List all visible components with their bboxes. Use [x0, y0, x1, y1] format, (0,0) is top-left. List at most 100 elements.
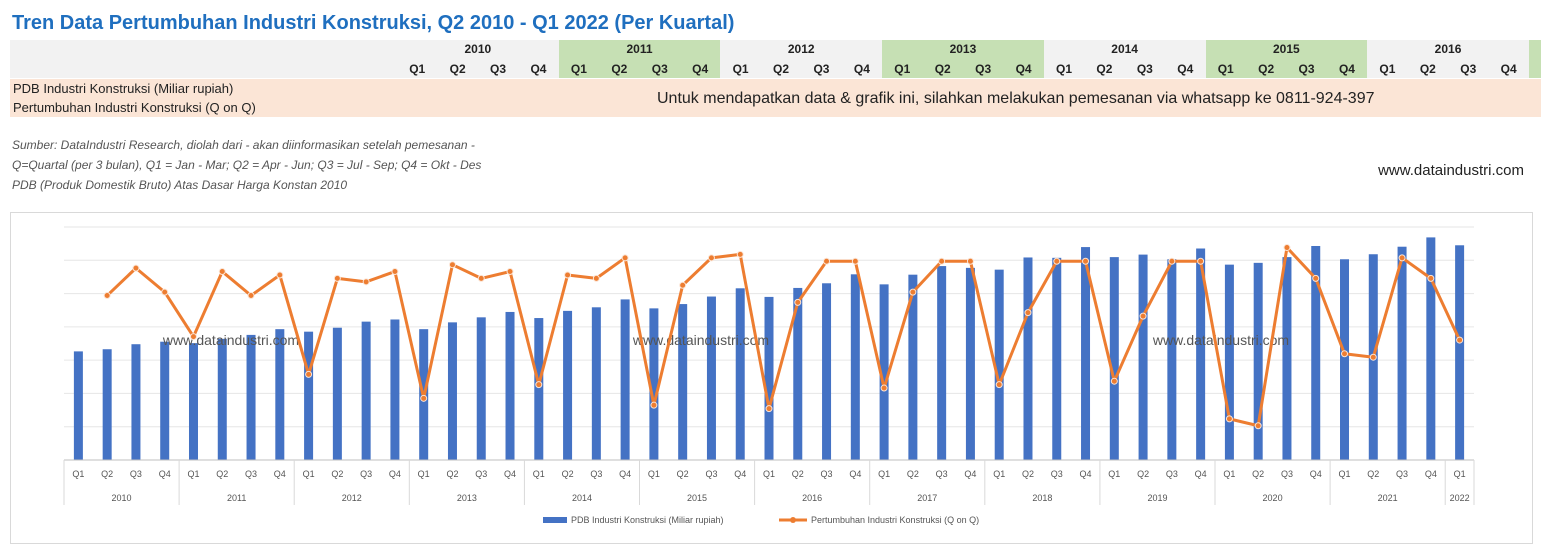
growth-point — [189, 333, 197, 341]
x-tick-label: Q3 — [1281, 469, 1293, 479]
x-tick-label: Q4 — [1310, 469, 1322, 479]
growth-point — [1082, 257, 1090, 265]
growth-point — [564, 271, 572, 279]
bar — [1167, 259, 1177, 460]
growth-point — [420, 394, 428, 402]
growth-point — [1398, 254, 1406, 262]
data-rows-panel: PDB Industri Konstruksi (Miliar rupiah) … — [10, 79, 1541, 117]
bar — [1282, 257, 1292, 460]
x-tick-label: Q1 — [1108, 469, 1120, 479]
year-group-label: 2014 — [572, 493, 592, 503]
bar — [217, 338, 227, 460]
watermark-text: www.dataindustri.com — [632, 332, 769, 348]
growth-point — [276, 271, 284, 279]
header-quarter-label: Q3 — [1298, 62, 1315, 76]
bar — [1023, 257, 1033, 460]
x-tick-label: Q4 — [1425, 469, 1437, 479]
bar — [764, 296, 774, 460]
header-quarter-label: Q4 — [530, 62, 547, 76]
growth-line — [106, 246, 1461, 428]
header-quarter-label: Q1 — [570, 62, 587, 76]
bar — [361, 321, 371, 460]
x-tick-label: Q1 — [878, 469, 890, 479]
bar — [822, 283, 832, 460]
x-tick-label: Q1 — [1454, 469, 1466, 479]
header-year-label: 2016 — [1434, 42, 1462, 56]
legend-label-growth: Pertumbuhan Industri Konstruksi (Q on Q) — [811, 515, 979, 525]
bar — [591, 307, 601, 460]
header-year-block — [720, 40, 883, 78]
header-year-block — [558, 40, 721, 78]
header-year-label: 2015 — [1272, 42, 1300, 56]
bar — [160, 341, 170, 460]
bar — [534, 318, 544, 460]
header-year-label: 2012 — [787, 42, 815, 56]
growth-point — [707, 254, 715, 262]
site-url[interactable]: www.dataindustri.com — [1378, 162, 1524, 179]
x-tick-label: Q3 — [1396, 469, 1408, 479]
growth-point — [161, 288, 169, 296]
bar — [131, 344, 141, 460]
header-year-block — [882, 40, 1044, 78]
growth-point — [362, 278, 370, 286]
x-tick-label: Q3 — [360, 469, 372, 479]
header-year-label: 2013 — [949, 42, 977, 56]
growth-point — [247, 292, 255, 300]
year-group-label: 2018 — [1032, 493, 1052, 503]
x-tick-label: Q1 — [303, 469, 315, 479]
x-tick-label: Q3 — [245, 469, 257, 479]
growth-point — [1369, 353, 1377, 361]
growth-point — [1024, 309, 1032, 317]
bar — [850, 274, 860, 460]
legend-label-pdb: PDB Industri Konstruksi (Miliar rupiah) — [571, 515, 724, 525]
bar — [476, 317, 486, 460]
header-year-label: 2010 — [464, 42, 492, 56]
bar — [620, 299, 630, 460]
chart-area: www.dataindustri.com www.dataindustri.com… — [10, 212, 1533, 544]
bar — [1311, 245, 1321, 460]
x-tick-label: Q4 — [1080, 469, 1092, 479]
growth-point — [1139, 312, 1147, 320]
x-tick-label: Q2 — [216, 469, 228, 479]
header-year-block — [1528, 40, 1541, 78]
x-tick-label: Q3 — [475, 469, 487, 479]
bar — [505, 311, 515, 460]
year-group-label: 2019 — [1147, 493, 1167, 503]
bar — [102, 349, 112, 460]
growth-point — [966, 257, 974, 265]
x-tick-label: Q2 — [907, 469, 919, 479]
bar — [994, 269, 1004, 460]
bar — [706, 296, 716, 460]
bar — [649, 308, 659, 460]
growth-point — [477, 274, 485, 282]
bar — [1426, 237, 1436, 460]
watermark-text: www.dataindustri.com — [1152, 332, 1289, 348]
header-quarter-label: Q2 — [773, 62, 790, 76]
bar — [1081, 247, 1091, 460]
row-label-growth: Pertumbuhan Industri Konstruksi (Q on Q) — [13, 100, 256, 115]
x-tick-label: Q3 — [936, 469, 948, 479]
header-quarter-label: Q1 — [1379, 62, 1396, 76]
bar — [1340, 259, 1350, 460]
growth-point — [679, 281, 687, 289]
header-year-block — [1043, 40, 1206, 78]
header-year-label: 2011 — [626, 42, 653, 56]
bar — [332, 327, 342, 460]
x-tick-label: Q1 — [418, 469, 430, 479]
bar — [1109, 257, 1119, 460]
growth-point — [995, 381, 1003, 389]
year-group-label: 2011 — [227, 493, 246, 503]
x-tick-label: Q4 — [734, 469, 746, 479]
header-quarter-label: Q4 — [1177, 62, 1194, 76]
growth-point — [333, 274, 341, 282]
bar — [1224, 264, 1234, 460]
header-quarter-label: Q3 — [813, 62, 830, 76]
order-notice: Untuk mendapatkan data & grafik ini, sil… — [657, 90, 1375, 107]
x-tick-label: Q3 — [1166, 469, 1178, 479]
growth-point — [1341, 350, 1349, 358]
bar — [908, 274, 918, 460]
x-tick-label: Q2 — [1022, 469, 1034, 479]
x-tick-label: Q1 — [187, 469, 199, 479]
growth-point — [1197, 257, 1205, 265]
x-tick-label: Q1 — [648, 469, 660, 479]
